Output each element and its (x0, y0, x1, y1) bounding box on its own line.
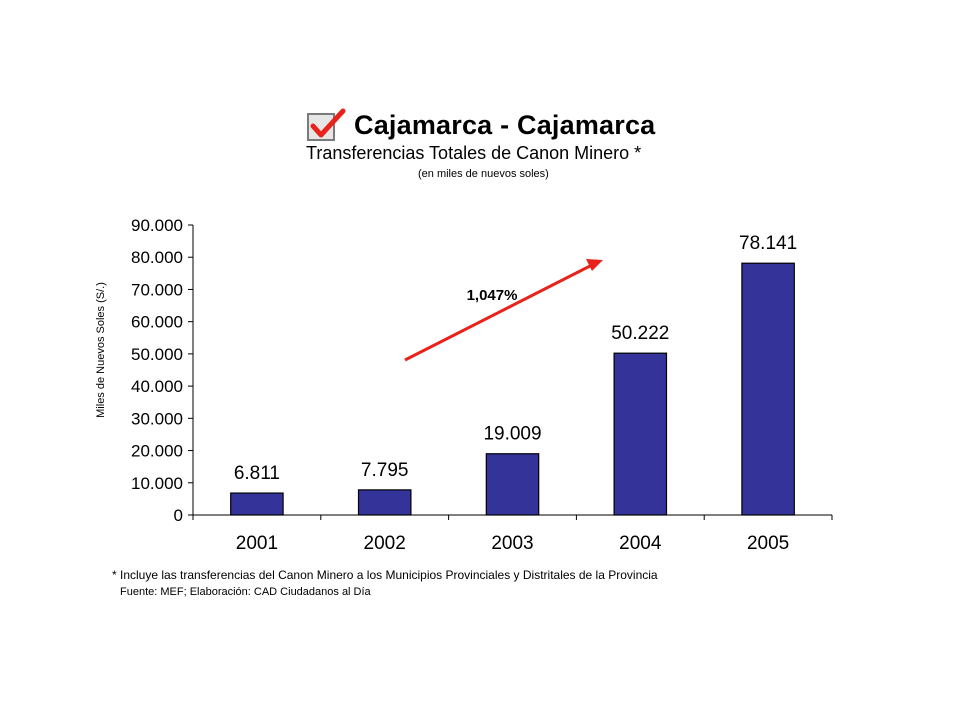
title-row: Cajamarca - Cajamarca (306, 108, 655, 142)
bar-2005 (741, 262, 795, 516)
x-tick-label: 2005 (747, 533, 789, 554)
x-tick-label: 2003 (491, 533, 533, 554)
y-tick-label: 40.000 (131, 377, 183, 396)
growth-arrow (404, 264, 591, 362)
data-label: 6.811 (234, 463, 280, 484)
data-label: 50.222 (611, 323, 669, 344)
x-tick-label: 2001 (236, 533, 278, 554)
bar-2001 (230, 492, 284, 516)
source-note: Fuente: MEF; Elaboración: CAD Ciudadanos… (120, 586, 371, 598)
x-tick-label: 2004 (619, 533, 662, 554)
units-note: (en miles de nuevos soles) (418, 168, 549, 180)
chart-subtitle: Transferencias Totales de Canon Minero * (306, 143, 642, 163)
page-title: Cajamarca - Cajamarca (354, 109, 656, 140)
y-tick-label: 10.000 (131, 474, 183, 493)
y-tick-label: 0 (174, 506, 183, 525)
y-axis: 0 10.000 20.000 30.000 40.000 50.000 60.000 70.… (131, 216, 194, 525)
y-tick-label: 20.000 (131, 442, 183, 461)
data-label: 7.795 (361, 460, 409, 481)
y-tick-label: 70.000 (131, 280, 183, 299)
bar-2004 (613, 352, 668, 516)
checkbox-check-icon (307, 108, 346, 141)
x-tick-label: 2002 (364, 533, 406, 554)
footnote: * Incluye las transferencias del Canon M… (112, 568, 658, 582)
bar-2003 (485, 453, 540, 516)
data-labels: 6.811 7.795 19.009 50.222 78.141 (234, 233, 797, 484)
y-axis-label: Miles de Nuevos Soles (S/.) (95, 282, 107, 418)
y-tick-label: 50.000 (131, 345, 183, 364)
y-tick-label: 30.000 (131, 409, 183, 428)
x-axis: 2001 2002 2003 2004 2005 (192, 514, 833, 554)
growth-percentage: 1,047% (467, 287, 518, 304)
data-label: 78.141 (739, 233, 797, 254)
bar-2002 (357, 489, 412, 516)
growth-arrow-head (586, 259, 603, 271)
data-label: 19.009 (483, 424, 541, 445)
y-tick-label: 60.000 (131, 313, 183, 332)
y-tick-label: 80.000 (131, 248, 183, 267)
growth-annotation: 1,047% (404, 259, 603, 362)
y-tick-label: 90.000 (131, 216, 183, 235)
bar-series (230, 262, 795, 516)
